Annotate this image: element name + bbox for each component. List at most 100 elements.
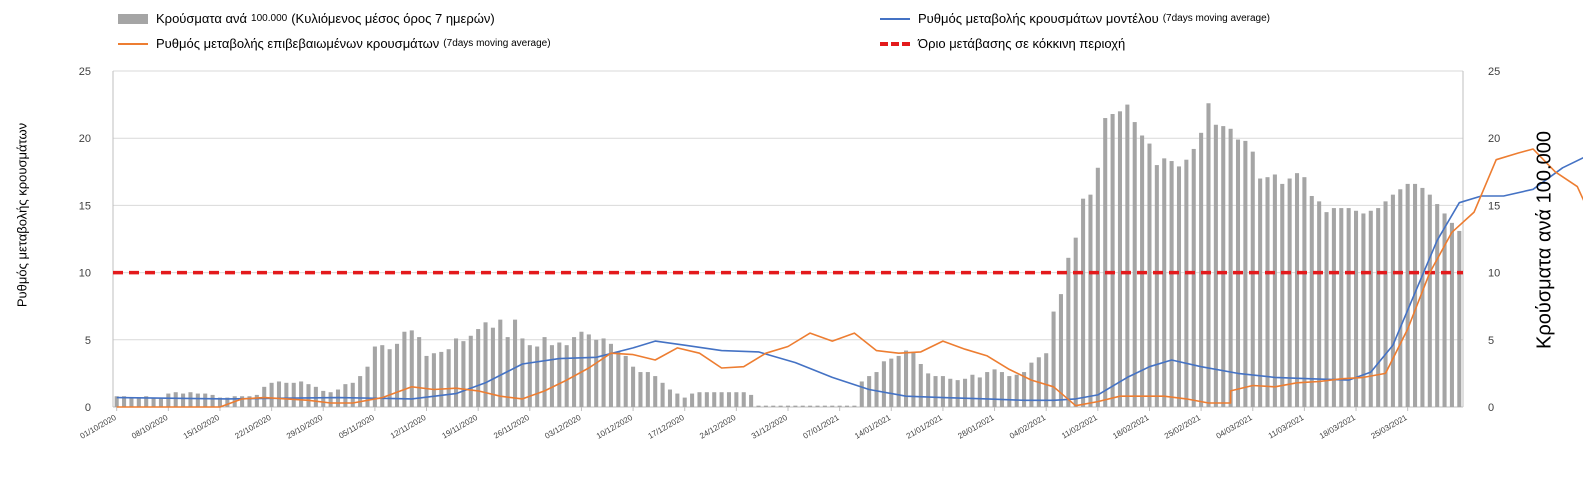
bar — [719, 392, 724, 407]
bar — [933, 376, 938, 407]
bar — [1442, 213, 1447, 407]
legend-threshold-swatch — [880, 41, 910, 46]
bar — [859, 381, 864, 407]
x-tick-label: 26/11/2020 — [492, 413, 531, 441]
bar — [306, 384, 311, 407]
bar — [1435, 204, 1440, 407]
bar — [771, 405, 776, 407]
bar — [645, 372, 650, 407]
bar — [904, 350, 909, 407]
legend-bars: Κρούσματα ανά 100.000 (Κυλιόμενος μέσος … — [118, 11, 495, 26]
bar — [188, 392, 193, 407]
bar — [542, 337, 547, 407]
bar — [1339, 208, 1344, 407]
bar — [1066, 257, 1071, 407]
bar — [992, 369, 997, 407]
x-tick-label: 29/10/2020 — [285, 413, 325, 441]
x-tick-label: 07/01/2021 — [801, 413, 841, 441]
bar — [1272, 174, 1277, 407]
bar — [867, 376, 872, 407]
bar — [328, 392, 333, 407]
bar — [1073, 237, 1078, 407]
bar — [321, 390, 326, 407]
x-tick-label: 05/11/2020 — [337, 413, 376, 441]
bar — [181, 393, 186, 407]
bar — [1228, 128, 1233, 408]
bar — [697, 392, 702, 407]
y-axis-label-left: Ρυθμός μεταβολής κρουσμάτων — [14, 122, 30, 308]
bar — [734, 392, 739, 407]
bar — [144, 396, 149, 407]
bar — [911, 351, 916, 407]
bar — [468, 335, 473, 407]
bar — [217, 397, 222, 407]
bar — [756, 405, 761, 407]
bar — [557, 342, 562, 407]
x-tick-label: 10/12/2020 — [595, 413, 635, 441]
bar — [1117, 111, 1122, 407]
bar — [1346, 208, 1351, 407]
y-tick-label-right: 10 — [1488, 268, 1500, 280]
series-line-confirmed — [116, 148, 1583, 408]
bar — [350, 382, 355, 407]
bar — [1154, 165, 1159, 407]
y-tick-label-left: 10 — [79, 268, 91, 280]
bar — [1221, 126, 1226, 407]
x-tick-label: 14/01/2021 — [853, 413, 893, 441]
bar — [1044, 353, 1049, 407]
bar — [240, 396, 245, 407]
x-tick-label: 01/10/2020 — [79, 413, 119, 441]
bar — [461, 341, 466, 407]
bar — [1324, 212, 1329, 407]
bar — [136, 397, 141, 407]
legend-bars-small: 100.000 — [251, 13, 288, 24]
x-tick-label: 21/01/2021 — [905, 413, 945, 441]
bar — [572, 337, 577, 407]
bar — [402, 331, 407, 407]
x-tick-label: 22/10/2020 — [233, 413, 273, 441]
bar — [741, 392, 746, 407]
bar — [793, 405, 798, 407]
bar — [1250, 151, 1255, 407]
x-tick-label: 17/12/2020 — [647, 413, 687, 441]
bar — [276, 381, 282, 407]
bar — [749, 394, 754, 407]
y-tick-label-left: 25 — [79, 66, 91, 78]
y-tick-label-right: 15 — [1488, 200, 1500, 212]
bar — [852, 405, 857, 407]
bar — [1206, 103, 1211, 408]
y-tick-label-right: 5 — [1488, 335, 1494, 347]
bar — [1420, 187, 1425, 407]
bar — [431, 353, 436, 407]
bar — [1368, 210, 1373, 407]
bar — [254, 394, 259, 407]
bar — [1427, 194, 1432, 407]
bar — [889, 358, 894, 407]
series-line-model — [116, 156, 1583, 402]
bar — [520, 338, 525, 407]
bar — [498, 319, 503, 407]
x-tick-label: 19/11/2020 — [440, 413, 479, 441]
x-tick-label: 12/11/2020 — [389, 413, 428, 441]
legend-bars-label2: (Κυλιόμενος μέσος όρος 7 ημερών) — [291, 11, 495, 26]
bar — [365, 366, 370, 407]
legend-confirmed-small: (7days moving average) — [443, 38, 551, 49]
x-tick-label: 08/10/2020 — [130, 413, 170, 441]
bar — [1147, 143, 1152, 408]
legend-bars-label: Κρούσματα ανά — [156, 11, 248, 26]
bar — [830, 405, 835, 407]
legend-confirmed-label: Ρυθμός μεταβολής επιβεβαιωμένων κρουσμάτ… — [156, 36, 440, 51]
bar — [195, 393, 200, 407]
bar — [527, 345, 532, 407]
bar — [1376, 208, 1381, 407]
bar — [1199, 132, 1204, 407]
bar — [955, 380, 960, 407]
bar — [1457, 230, 1462, 407]
bar — [940, 376, 945, 407]
bar — [122, 396, 127, 407]
bar — [808, 405, 813, 407]
bar — [1081, 198, 1086, 407]
bar — [1302, 177, 1307, 407]
bar — [1213, 124, 1218, 407]
legend-threshold-label: Όριο μετάβασης σε κόκκινη περιοχή — [918, 36, 1126, 51]
